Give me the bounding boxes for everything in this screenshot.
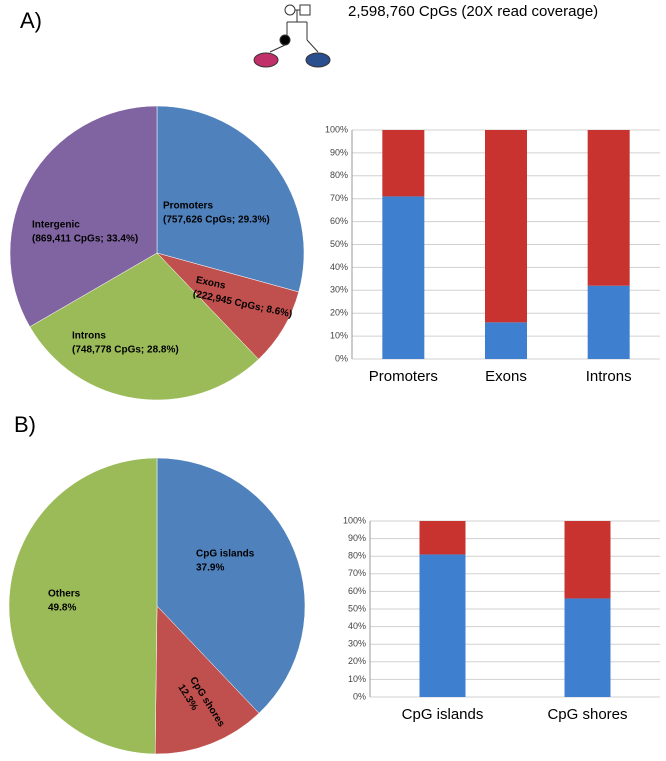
pie-slice: [9, 105, 158, 328]
y-tick-label: 30%: [330, 285, 348, 295]
bar-segment: [382, 130, 425, 197]
y-tick-label: 0%: [353, 691, 366, 701]
y-tick-label: 70%: [348, 568, 366, 578]
slice-value-label: (748,778 CpGs; 28.8%): [72, 345, 179, 356]
panel-label: A): [20, 8, 42, 33]
pedigree-icon: [253, 4, 331, 68]
pie-slice: [154, 605, 260, 755]
y-tick-label: 50%: [348, 603, 366, 613]
y-tick-label: 90%: [348, 533, 366, 543]
header: 2,598,760 CpGs (20X read coverage): [348, 3, 598, 20]
x-tick-label: Introns: [586, 368, 632, 385]
y-tick-label: 100%: [325, 124, 348, 134]
y-tick-label: 60%: [330, 216, 348, 226]
y-tick-label: 80%: [330, 170, 348, 180]
pie-slice: [156, 457, 306, 714]
bar-segment: [587, 285, 630, 359]
y-tick-label: 80%: [348, 551, 366, 561]
panel-label: B): [14, 412, 36, 437]
x-tick-label: Promoters: [369, 368, 438, 385]
y-tick-label: 50%: [330, 239, 348, 249]
bar-segment: [485, 130, 527, 323]
x-tick-label: Exons: [485, 368, 527, 385]
bar-segment: [564, 598, 611, 697]
slice-label: Introns: [72, 331, 106, 342]
y-tick-label: 0%: [335, 353, 348, 363]
bar-segment: [564, 521, 611, 599]
y-tick-label: 30%: [348, 639, 366, 649]
y-tick-label: 70%: [330, 193, 348, 203]
y-tick-label: 10%: [348, 674, 366, 684]
pie-slice: [8, 457, 158, 755]
slice-value-label: 37.9%: [196, 563, 224, 574]
slice-label: Promoters: [163, 201, 213, 212]
x-tick-label: CpG shores: [547, 706, 627, 723]
bar-segment: [382, 196, 425, 359]
pie-slice: [29, 252, 259, 401]
y-tick-label: 90%: [330, 147, 348, 157]
y-tick-label: 40%: [330, 262, 348, 272]
slice-value-label: (757,626 CpGs; 29.3%): [163, 215, 270, 226]
slice-value-label: (869,411 CpGs; 33.4%): [32, 234, 138, 245]
y-tick-label: 20%: [348, 656, 366, 666]
bar-segment: [419, 554, 466, 697]
slice-value-label: 49.8%: [48, 603, 76, 614]
slice-label: CpG islands: [196, 549, 255, 560]
bar-segment: [485, 322, 527, 359]
bar-segment: [587, 130, 630, 286]
bar-segment: [419, 521, 466, 555]
y-tick-label: 40%: [348, 621, 366, 631]
pie-slice: [156, 105, 305, 293]
y-tick-label: 100%: [343, 515, 366, 525]
x-tick-label: CpG islands: [402, 706, 484, 723]
y-tick-label: 10%: [330, 330, 348, 340]
y-tick-label: 20%: [330, 308, 348, 318]
slice-label: Others: [48, 589, 81, 600]
slice-label: Intergenic: [32, 220, 80, 231]
y-tick-label: 60%: [348, 586, 366, 596]
